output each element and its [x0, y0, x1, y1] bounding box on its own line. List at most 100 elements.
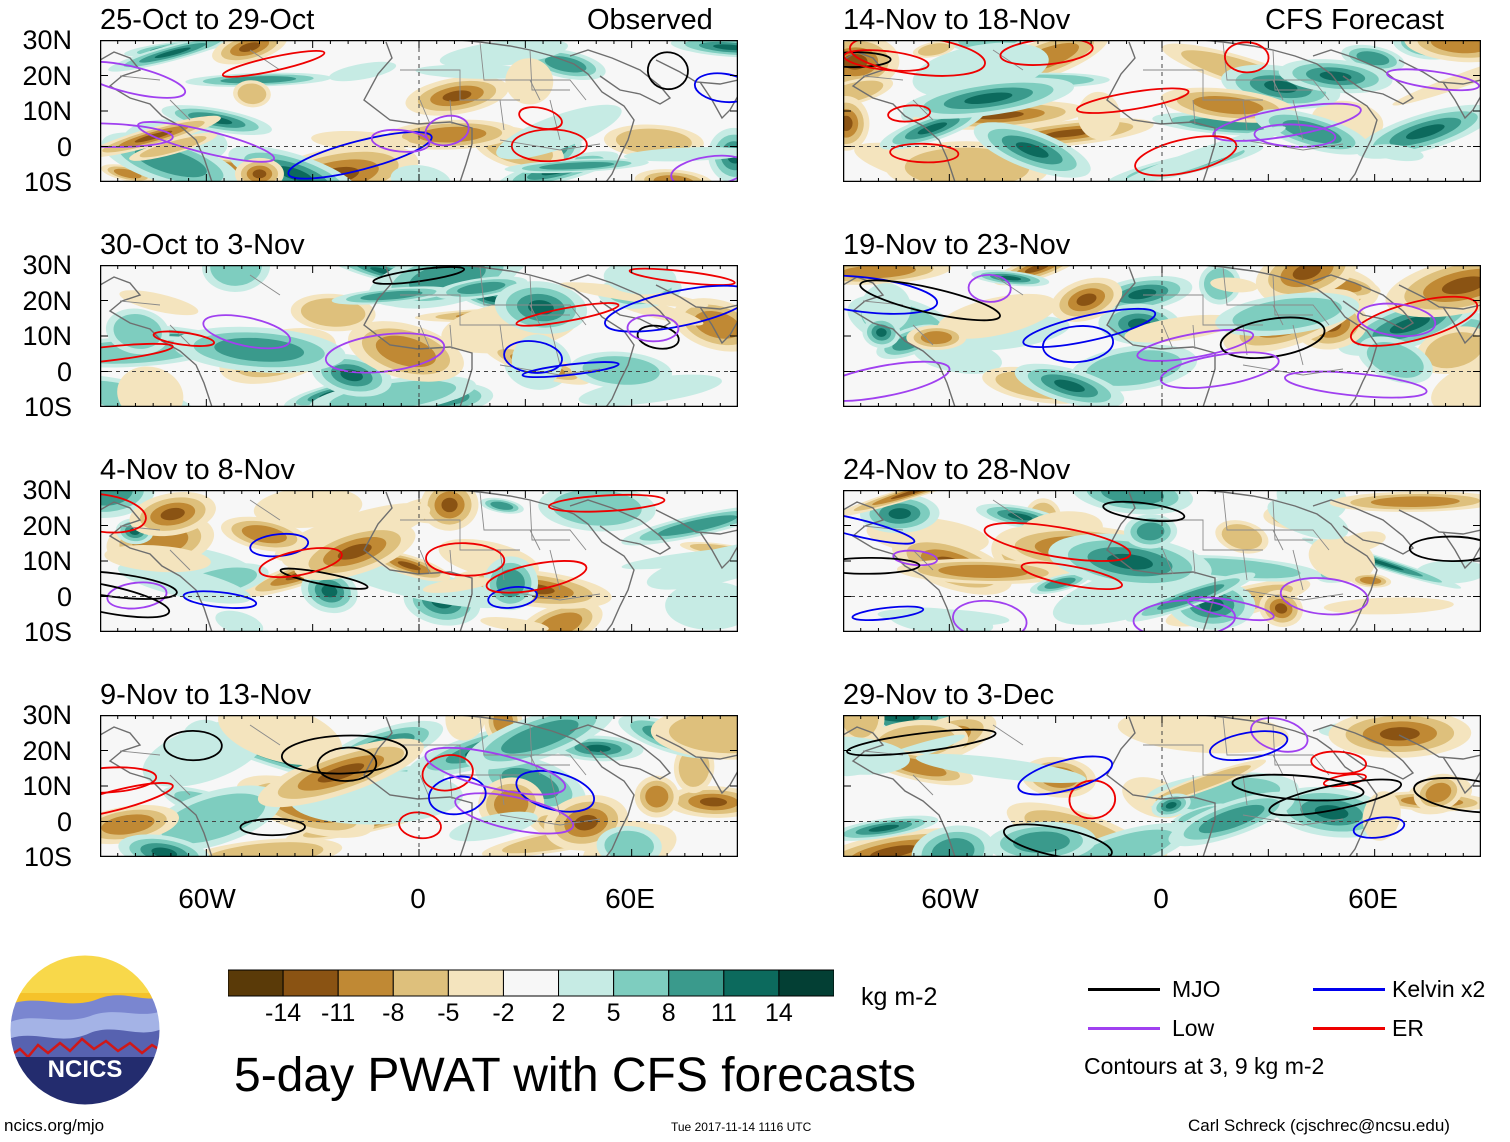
pwat-anomaly-shading: [496, 104, 622, 160]
wave-contour: [1413, 777, 1481, 814]
pwat-anomaly-shading: [154, 47, 191, 59]
coastline: [1312, 724, 1415, 780]
map-panel-observed-1: [100, 40, 738, 182]
pwat-anomaly-shading: [480, 617, 549, 632]
pwat-anomaly-shading: [1406, 124, 1445, 140]
pwat-anomaly-shading: [904, 147, 1030, 182]
wave-contour: [604, 284, 738, 333]
pwat-anomaly-shading: [888, 508, 911, 520]
lat-label: 30N: [22, 475, 72, 505]
lat-label: 30N: [22, 700, 72, 730]
pwat-anomaly-shading: [1124, 314, 1236, 343]
lat-label: 20N: [22, 510, 72, 541]
wave-contour: [398, 811, 442, 840]
colorbar-tick-label: -14: [265, 999, 302, 1027]
pwat-anomaly-shading: [1379, 727, 1420, 741]
pwat-anomaly-shading: [1077, 91, 1121, 140]
pwat-anomaly-shading: [445, 715, 487, 741]
wave-contour: [1268, 778, 1403, 817]
coastline: [699, 756, 738, 795]
map-frame: [843, 715, 1481, 857]
wave-contour: [1408, 535, 1481, 563]
pwat-anomaly-shading: [1071, 829, 1175, 857]
wave-contour: [425, 542, 506, 577]
pwat-anomaly-shading: [1210, 277, 1258, 293]
wave-contour: [1076, 87, 1190, 114]
pwat-anomaly-shading: [117, 562, 251, 604]
pwat-anomaly-shading: [375, 335, 437, 368]
pwat-anomaly-shading: [160, 507, 185, 521]
pwat-anomaly-shading: [505, 58, 554, 105]
coastline: [843, 501, 956, 632]
country-border: [419, 99, 561, 141]
coastline: [1442, 531, 1481, 570]
wave-contour: [1231, 773, 1365, 802]
pwat-anomaly-shading: [582, 356, 660, 385]
wave-contour: [983, 522, 1132, 562]
wave-contour: [1068, 779, 1117, 820]
pwat-anomaly-shading: [1308, 535, 1375, 582]
wave-contour: [182, 590, 258, 609]
wave-contour: [846, 728, 997, 757]
coastline: [1398, 59, 1481, 85]
map-frame: [100, 490, 738, 632]
pwat-anomaly-shading: [101, 814, 155, 835]
pwat-anomaly-shading: [218, 715, 343, 766]
coastline: [100, 501, 213, 632]
wave-contour: [258, 547, 343, 579]
map-panel-forecast-1: [843, 40, 1481, 182]
pwat-anomaly-shading: [937, 293, 1057, 339]
pwat-anomaly-shading: [335, 561, 508, 609]
wave-contour: [843, 556, 921, 575]
coastline: [1106, 41, 1216, 182]
coastline: [459, 715, 635, 857]
pwat-anomaly-shading: [104, 545, 211, 573]
wave-contour: [1020, 561, 1123, 591]
wave-contour: [163, 729, 223, 762]
wave-contour: [100, 782, 174, 819]
map-frame: [100, 40, 738, 182]
legend-line-kelvin: [1313, 988, 1385, 991]
colorbar-swatch: [723, 969, 780, 997]
country-border: [1242, 529, 1344, 601]
wave-contour: [202, 314, 292, 350]
colorbar-swatch: [613, 969, 670, 997]
pwat-anomaly-shading: [1007, 513, 1033, 521]
lat-label: 0: [56, 356, 72, 387]
wave-contour: [889, 142, 960, 164]
country-border: [119, 274, 281, 346]
lat-label: 20N: [22, 285, 72, 316]
panel-title-obs-2: 30-Oct to 3-Nov: [100, 229, 305, 261]
wave-contour: [424, 114, 470, 147]
wave-contour: [1284, 370, 1428, 399]
wave-contour: [1017, 755, 1114, 796]
map-frame: [843, 40, 1481, 182]
pwat-anomaly-shading: [360, 290, 423, 301]
coastline: [569, 724, 672, 780]
wave-contour: [1279, 577, 1369, 616]
pwat-anomaly-shading: [329, 61, 397, 82]
coastline: [655, 509, 738, 535]
wave-contour: [221, 49, 326, 78]
wave-contour: [518, 106, 563, 130]
panel-title-obs-3: 4-Nov to 8-Nov: [100, 454, 296, 486]
legend-line-mjo: [1088, 988, 1160, 991]
pwat-anomaly-shading: [668, 715, 738, 754]
wave-contour: [487, 586, 538, 609]
wave-contour: [454, 792, 575, 835]
wave-contour: [1209, 730, 1289, 761]
colorbar-tick-label: 14: [765, 999, 793, 1027]
wave-contour: [1310, 750, 1368, 775]
pwat-anomaly-shading: [1430, 40, 1481, 54]
pwat-anomaly-shading: [843, 80, 884, 105]
legend-line-low: [1088, 1027, 1160, 1030]
colorbar-tick-label: 8: [661, 999, 676, 1027]
colorbar-tick-label: -2: [492, 999, 515, 1027]
pwat-anomaly-shading: [422, 577, 492, 593]
coastline: [1106, 491, 1216, 632]
pwat-anomaly-shading: [1101, 490, 1165, 505]
pwat-anomaly-shading: [439, 40, 568, 68]
lat-label: 10N: [22, 96, 72, 126]
pwat-anomaly-shading: [559, 282, 709, 308]
pwat-anomaly-shading: [449, 811, 538, 842]
